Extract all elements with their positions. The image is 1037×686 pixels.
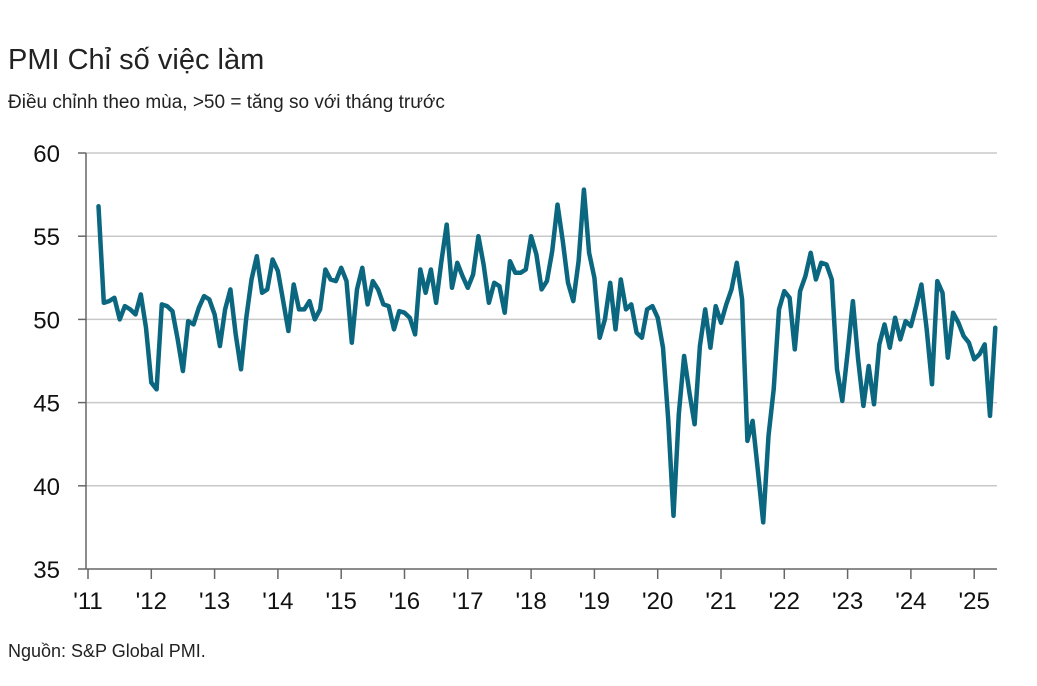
y-tick-labels: 60 55 50 45 40 35	[33, 141, 60, 584]
y-tick-label: 40	[33, 474, 60, 501]
x-tick-label: '22	[769, 588, 800, 615]
y-tick-label: 60	[33, 141, 60, 168]
series	[96, 187, 998, 525]
x-tick-label: '12	[136, 588, 167, 615]
y-tick-label: 35	[33, 557, 60, 584]
y-tick-label: 55	[33, 224, 60, 251]
x-tick-label: '21	[705, 588, 736, 615]
x-tick-label: '16	[389, 588, 420, 615]
y-tick-label: 50	[33, 307, 60, 334]
x-tick-label: '13	[199, 588, 230, 615]
x-tick-label: '15	[326, 588, 357, 615]
x-tick-label: '11	[73, 588, 103, 615]
x-tick-label: '25	[959, 588, 990, 615]
axes	[78, 152, 997, 579]
x-tick-label: '24	[895, 588, 926, 615]
x-tick-label: '23	[832, 588, 863, 615]
x-tick-label: '20	[642, 588, 673, 615]
series-line	[96, 187, 998, 525]
x-tick-label: '19	[579, 588, 610, 615]
x-tick-label: '14	[262, 588, 293, 615]
y-tick-label: 45	[33, 391, 60, 418]
x-tick-labels: '11 '12 '13 '14 '15 '16 '17 '18 '19 '20 '21 '22 '23 '…	[73, 588, 990, 615]
source-note: Nguồn: S&P Global PMI.	[8, 641, 206, 661]
chart-title: PMI Chỉ số việc làm	[8, 44, 265, 76]
chart-subtitle: Điều chỉnh theo mùa, >50 = tăng so với t…	[8, 92, 445, 113]
gridlines	[86, 152, 997, 487]
x-tick-label: '18	[515, 588, 546, 615]
x-tick-label: '17	[452, 588, 483, 615]
